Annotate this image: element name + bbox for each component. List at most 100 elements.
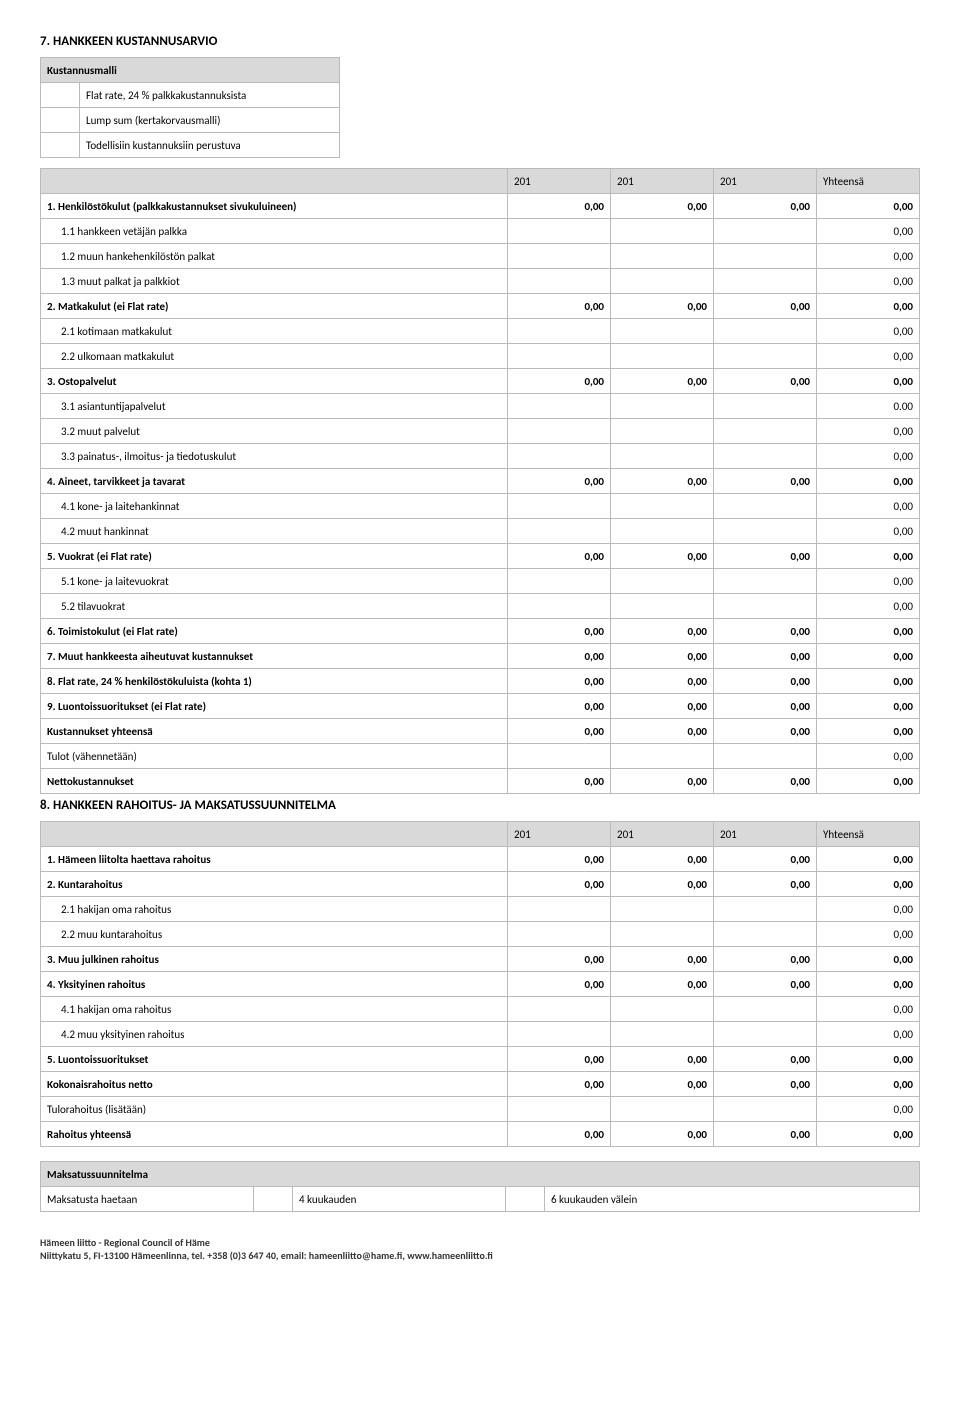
row-label: 9. Luontoissuoritukset (ei Flat rate) <box>41 694 508 719</box>
value-cell: 0,00 <box>817 1047 920 1072</box>
value-cell: 0,00 <box>714 294 817 319</box>
value-cell: 0,00 <box>817 1072 920 1097</box>
value-cell: 0,00 <box>817 519 920 544</box>
maksatus-table: Maksatussuunnitelma Maksatusta haetaan 4… <box>40 1161 920 1212</box>
value-cell: 0,00 <box>817 269 920 294</box>
row-label: 5. Vuokrat (ei Flat rate) <box>41 544 508 569</box>
checkbox-cell[interactable] <box>254 1187 293 1212</box>
value-cell: 0,00 <box>817 947 920 972</box>
value-cell: 0,00 <box>817 544 920 569</box>
footer: Hämeen liitto - Regional Council of Häme… <box>40 1236 920 1262</box>
value-cell: 0,00 <box>508 644 611 669</box>
value-cell <box>508 444 611 469</box>
value-cell <box>508 319 611 344</box>
row-label: 3.2 muut palvelut <box>41 419 508 444</box>
value-cell: 0,00 <box>817 569 920 594</box>
row-label: 2. Kuntarahoitus <box>41 872 508 897</box>
value-cell: 0,00 <box>611 369 714 394</box>
value-cell <box>714 344 817 369</box>
row-label: Tulorahoitus (lisätään) <box>41 1097 508 1122</box>
value-cell: 0,00 <box>817 669 920 694</box>
value-cell: 0,00 <box>714 847 817 872</box>
value-cell: 0,00 <box>611 719 714 744</box>
value-cell: 0,00 <box>611 1047 714 1072</box>
row-label: 3.3 painatus-, ilmoitus- ja tiedotuskulu… <box>41 444 508 469</box>
value-cell: 0,00 <box>508 847 611 872</box>
value-cell: 0,00 <box>817 997 920 1022</box>
value-cell <box>611 219 714 244</box>
value-cell: 0,00 <box>508 1047 611 1072</box>
row-label: 1.3 muut palkat ja palkkiot <box>41 269 508 294</box>
value-cell: 0,00 <box>817 694 920 719</box>
value-cell: 0,00 <box>508 872 611 897</box>
value-cell <box>508 494 611 519</box>
value-cell <box>508 1097 611 1122</box>
value-cell: 0.00 <box>817 394 920 419</box>
maksatus-opt2: 6 kuukauden välein <box>545 1187 920 1212</box>
row-label: Kustannukset yhteensä <box>41 719 508 744</box>
value-cell <box>714 594 817 619</box>
value-cell: 0,00 <box>817 369 920 394</box>
value-cell <box>714 1022 817 1047</box>
value-cell: 0,00 <box>714 619 817 644</box>
kustannusmalli-row: Lump sum (kertakorvausmalli) <box>80 108 340 133</box>
value-cell <box>508 1022 611 1047</box>
rahoitus-table: 201 201 201 Yhteensä 1. Hämeen liitolta … <box>40 821 920 1147</box>
value-cell: 0,00 <box>611 294 714 319</box>
row-label: 2.1 kotimaan matkakulut <box>41 319 508 344</box>
value-cell <box>611 444 714 469</box>
value-cell <box>714 444 817 469</box>
value-cell: 0,00 <box>508 947 611 972</box>
row-label: 3. Ostopalvelut <box>41 369 508 394</box>
value-cell <box>508 394 611 419</box>
value-cell: 0,00 <box>508 769 611 794</box>
kustannusmalli-row: Todellisiin kustannuksiin perustuva <box>80 133 340 158</box>
checkbox-cell[interactable] <box>41 133 80 158</box>
value-cell: 0,00 <box>714 644 817 669</box>
value-cell <box>611 897 714 922</box>
row-label: 2.2 ulkomaan matkakulut <box>41 344 508 369</box>
value-cell <box>611 394 714 419</box>
value-cell: 0,00 <box>817 319 920 344</box>
checkbox-cell[interactable] <box>41 83 80 108</box>
row-label: 3.1 asiantuntijapalvelut <box>41 394 508 419</box>
year-header: 201 <box>611 169 714 194</box>
row-label: 4.1 hakijan oma rahoitus <box>41 997 508 1022</box>
section8-title: 8. HANKKEEN RAHOITUS- JA MAKSATUSSUUNNIT… <box>40 798 920 813</box>
row-label: 1.2 muun hankehenkilöstön palkat <box>41 244 508 269</box>
row-label: 5.2 tilavuokrat <box>41 594 508 619</box>
value-cell: 0,00 <box>714 1122 817 1147</box>
total-header: Yhteensä <box>817 169 920 194</box>
value-cell: 0,00 <box>817 769 920 794</box>
value-cell: 0,00 <box>817 469 920 494</box>
value-cell: 0,00 <box>714 469 817 494</box>
row-label: 1. Henkilöstökulut (palkkakustannukset s… <box>41 194 508 219</box>
value-cell <box>611 1097 714 1122</box>
value-cell <box>714 744 817 769</box>
value-cell <box>611 344 714 369</box>
value-cell <box>611 494 714 519</box>
row-label: 2.2 muu kuntarahoitus <box>41 922 508 947</box>
value-cell: 0,00 <box>611 947 714 972</box>
value-cell: 0,00 <box>611 972 714 997</box>
value-cell: 0,00 <box>714 194 817 219</box>
row-label: 2. Matkakulut (ei Flat rate) <box>41 294 508 319</box>
checkbox-cell[interactable] <box>506 1187 545 1212</box>
kustannusarvio-table: 201 201 201 Yhteensä 1. Henkilöstökulut … <box>40 168 920 794</box>
value-cell: 0,00 <box>817 244 920 269</box>
value-cell: 0,00 <box>508 619 611 644</box>
row-label: 5. Luontoissuoritukset <box>41 1047 508 1072</box>
value-cell: 0,00 <box>611 1122 714 1147</box>
value-cell: 0,00 <box>817 847 920 872</box>
value-cell <box>714 494 817 519</box>
value-cell <box>508 897 611 922</box>
value-cell <box>611 997 714 1022</box>
empty-header <box>41 822 508 847</box>
value-cell: 0,00 <box>817 219 920 244</box>
value-cell: 0,00 <box>508 669 611 694</box>
value-cell <box>611 419 714 444</box>
value-cell <box>611 519 714 544</box>
value-cell: 0,00 <box>817 294 920 319</box>
value-cell: 0,00 <box>508 719 611 744</box>
checkbox-cell[interactable] <box>41 108 80 133</box>
